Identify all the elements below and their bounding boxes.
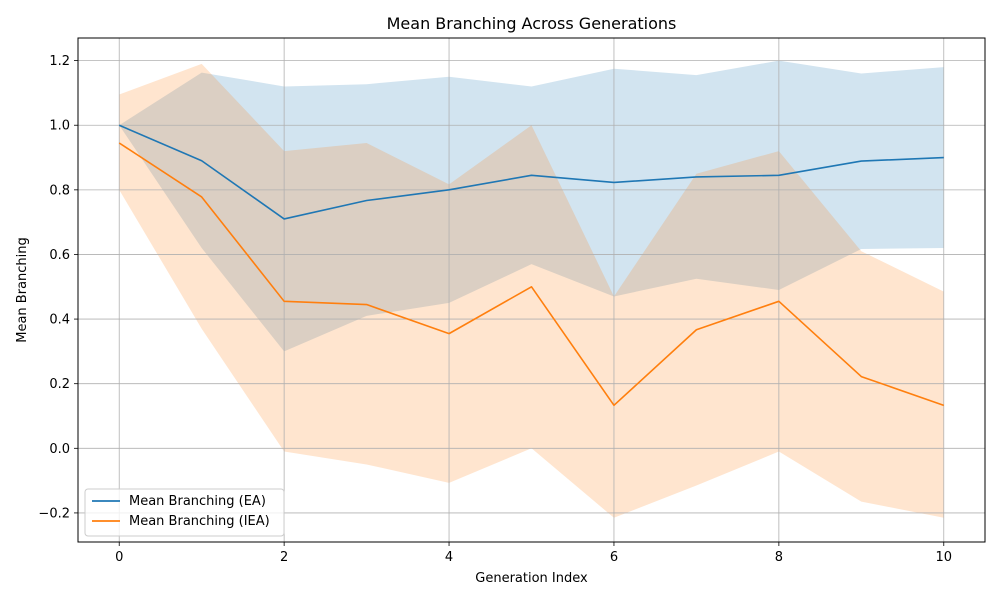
series-line-0 <box>118 124 944 220</box>
legend: Mean Branching (EA) Mean Branching (IEA) <box>84 488 285 537</box>
x-tick-label: 8 <box>775 550 783 565</box>
y-tick-label: 0.0 <box>49 442 70 457</box>
legend-box <box>84 488 285 537</box>
y-tick-label: 0.8 <box>49 183 70 198</box>
x-axis-label: Generation Index <box>475 571 588 586</box>
series-line-1 <box>118 142 945 407</box>
plot-frame <box>77 37 986 543</box>
legend-label-iea: Mean Branching (IEA) <box>129 514 270 529</box>
chart-title: Mean Branching Across Generations <box>387 14 677 33</box>
y-tick-label: 0.6 <box>49 248 70 263</box>
x-tick-label: 4 <box>445 550 453 565</box>
x-tick-label: 6 <box>610 550 618 565</box>
x-tick-label: 2 <box>280 550 288 565</box>
band-series-1 <box>119 63 944 518</box>
y-tick-label: 0.4 <box>49 313 70 328</box>
y-tick-label: 0.2 <box>49 377 70 392</box>
y-tick-label: −0.2 <box>38 506 70 521</box>
confidence-bands <box>119 60 944 518</box>
y-tick-label: 1.0 <box>49 119 70 134</box>
series-lines <box>118 124 945 407</box>
y-axis-label: Mean Branching <box>15 237 30 343</box>
legend-label-ea: Mean Branching (EA) <box>129 494 266 509</box>
band-series-0 <box>119 60 944 352</box>
axis-ticks: 0 2 4 6 8 10 −0.2 0.0 0.2 0.4 0.6 0.8 1.0 1.2 <box>38 54 952 565</box>
y-tick-label: 1.2 <box>49 54 70 69</box>
x-tick-label: 10 <box>935 550 952 565</box>
x-tick-label: 0 <box>115 550 123 565</box>
